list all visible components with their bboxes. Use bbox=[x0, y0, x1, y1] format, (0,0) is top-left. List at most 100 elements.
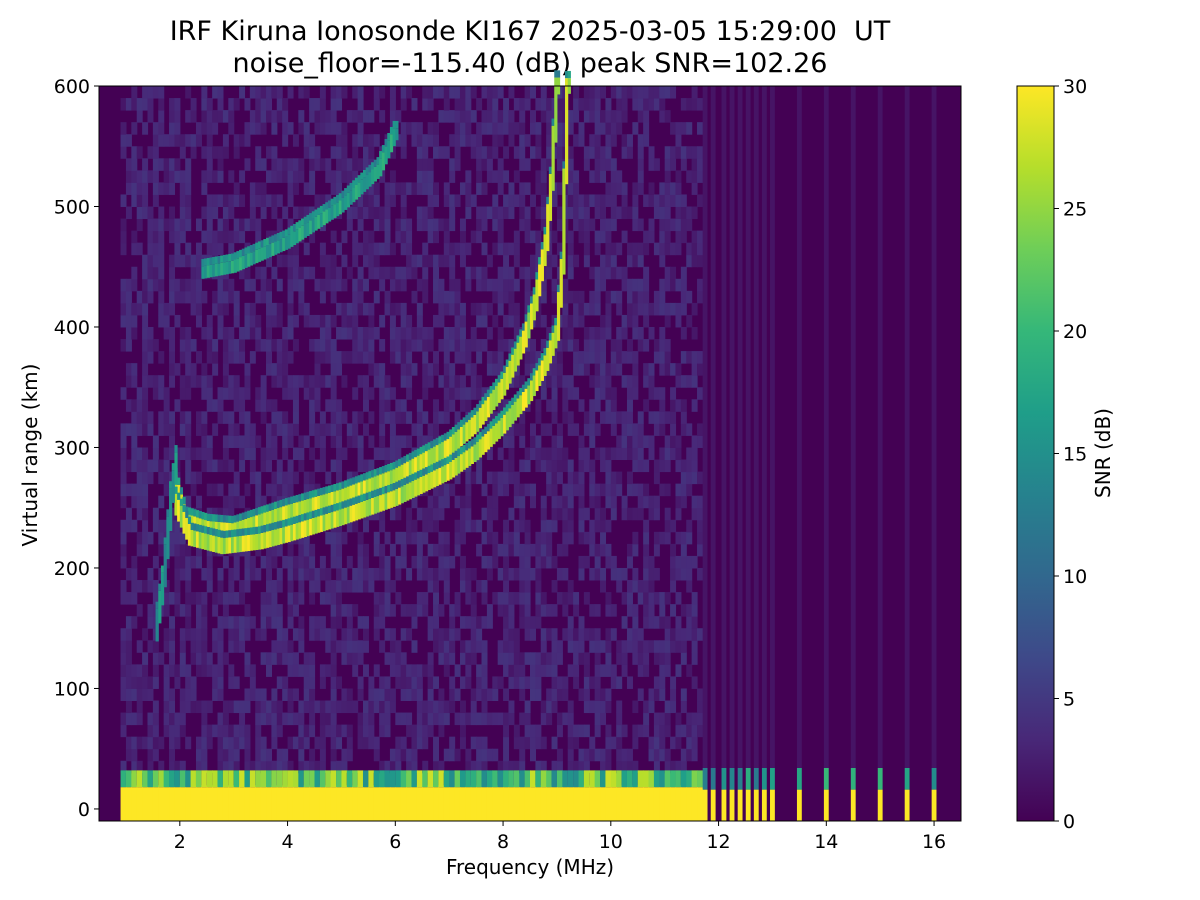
noise-cell bbox=[637, 146, 644, 159]
noise-cell bbox=[616, 206, 623, 220]
echo-halo bbox=[338, 193, 342, 201]
echo-halo bbox=[322, 487, 326, 495]
noise-cell bbox=[287, 664, 294, 677]
noise-cell bbox=[346, 170, 353, 183]
noise-cell bbox=[481, 592, 488, 605]
clutter-cell bbox=[174, 787, 181, 821]
noise-cell bbox=[357, 736, 364, 750]
noise-cell bbox=[605, 592, 612, 605]
noise-cell bbox=[195, 592, 202, 605]
noise-cell bbox=[169, 134, 176, 147]
noise-cell bbox=[352, 134, 359, 147]
noise-cell bbox=[341, 254, 348, 268]
noise-cell bbox=[379, 604, 386, 617]
noise-cell bbox=[616, 640, 623, 653]
noise-cell bbox=[519, 206, 526, 220]
noise-cell bbox=[314, 435, 321, 448]
noise-cell bbox=[271, 435, 278, 448]
noise-cell bbox=[573, 676, 580, 689]
noise-cell bbox=[152, 266, 159, 280]
noise-cell bbox=[255, 567, 262, 581]
noise-cell bbox=[195, 314, 202, 328]
noise-cell bbox=[346, 604, 353, 617]
echo-halo bbox=[524, 314, 528, 322]
noise-cell bbox=[271, 736, 278, 750]
noise-cell bbox=[406, 604, 413, 617]
noise-cell bbox=[481, 760, 488, 774]
noise-cell bbox=[605, 628, 612, 641]
noise-cell bbox=[680, 423, 687, 436]
noise-cell bbox=[691, 146, 698, 159]
noise-cell bbox=[147, 351, 154, 364]
noise-cell bbox=[131, 375, 138, 388]
noise-cell bbox=[346, 700, 353, 714]
noise-cell bbox=[346, 580, 353, 593]
noise-cell bbox=[330, 254, 337, 268]
noise-cell bbox=[190, 471, 197, 485]
noise-cell bbox=[643, 580, 650, 593]
noise-cell bbox=[195, 351, 202, 364]
clutter-cell bbox=[309, 787, 316, 821]
noise-cell bbox=[147, 640, 154, 653]
noise-cell bbox=[346, 326, 353, 340]
noise-cell bbox=[422, 411, 429, 424]
noise-cell bbox=[244, 363, 251, 376]
channel-noise bbox=[729, 86, 735, 768]
echo-halo bbox=[298, 514, 302, 523]
clutter-cell bbox=[643, 787, 650, 821]
clutter-cell bbox=[352, 770, 359, 788]
echo-halo bbox=[449, 454, 453, 462]
noise-cell bbox=[244, 326, 251, 340]
noise-cell bbox=[352, 628, 359, 641]
echo-halo bbox=[284, 519, 289, 527]
echo-halo bbox=[225, 515, 229, 523]
noise-cell bbox=[605, 640, 612, 653]
noise-cell bbox=[562, 592, 569, 605]
noise-cell bbox=[659, 604, 666, 617]
echo-halo bbox=[357, 495, 361, 503]
noise-cell bbox=[594, 519, 601, 533]
noise-cell bbox=[379, 507, 386, 521]
noise-cell bbox=[233, 435, 240, 448]
noise-cell bbox=[400, 182, 407, 195]
clutter-cell bbox=[341, 787, 348, 821]
noise-cell bbox=[174, 555, 181, 569]
noise-cell bbox=[222, 724, 229, 738]
noise-cell bbox=[266, 604, 272, 617]
noise-cell bbox=[567, 146, 574, 159]
noise-cell bbox=[492, 748, 499, 762]
noise-cell bbox=[605, 760, 612, 774]
channel-cell bbox=[721, 789, 727, 821]
echo-halo bbox=[535, 363, 539, 371]
noise-cell bbox=[686, 471, 693, 485]
echo-cell bbox=[298, 501, 302, 520]
noise-cell bbox=[438, 531, 445, 545]
noise-cell bbox=[643, 339, 650, 352]
noise-cell bbox=[190, 592, 197, 605]
noise-cell bbox=[438, 483, 445, 497]
noise-cell bbox=[670, 628, 677, 641]
noise-cell bbox=[120, 314, 127, 328]
noise-cell bbox=[233, 230, 240, 244]
noise-cell bbox=[314, 146, 321, 159]
noise-cell bbox=[201, 146, 208, 159]
noise-cell bbox=[357, 86, 364, 99]
echo-cell bbox=[470, 417, 474, 437]
echo-cell bbox=[457, 429, 461, 449]
echo-halo bbox=[357, 475, 361, 483]
noise-cell bbox=[212, 604, 219, 617]
noise-cell bbox=[222, 134, 229, 147]
noise-cell bbox=[449, 652, 456, 665]
noise-cell bbox=[567, 628, 574, 641]
noise-cell bbox=[680, 640, 687, 653]
noise-cell bbox=[373, 592, 380, 605]
channel-cell bbox=[823, 789, 829, 821]
noise-cell bbox=[535, 567, 542, 581]
noise-cell bbox=[583, 146, 590, 159]
noise-cell bbox=[179, 278, 186, 292]
noise-cell bbox=[438, 110, 445, 123]
noise-cell bbox=[659, 230, 666, 244]
noise-cell bbox=[643, 616, 650, 629]
echo-cell bbox=[330, 512, 334, 529]
noise-cell bbox=[120, 435, 127, 448]
